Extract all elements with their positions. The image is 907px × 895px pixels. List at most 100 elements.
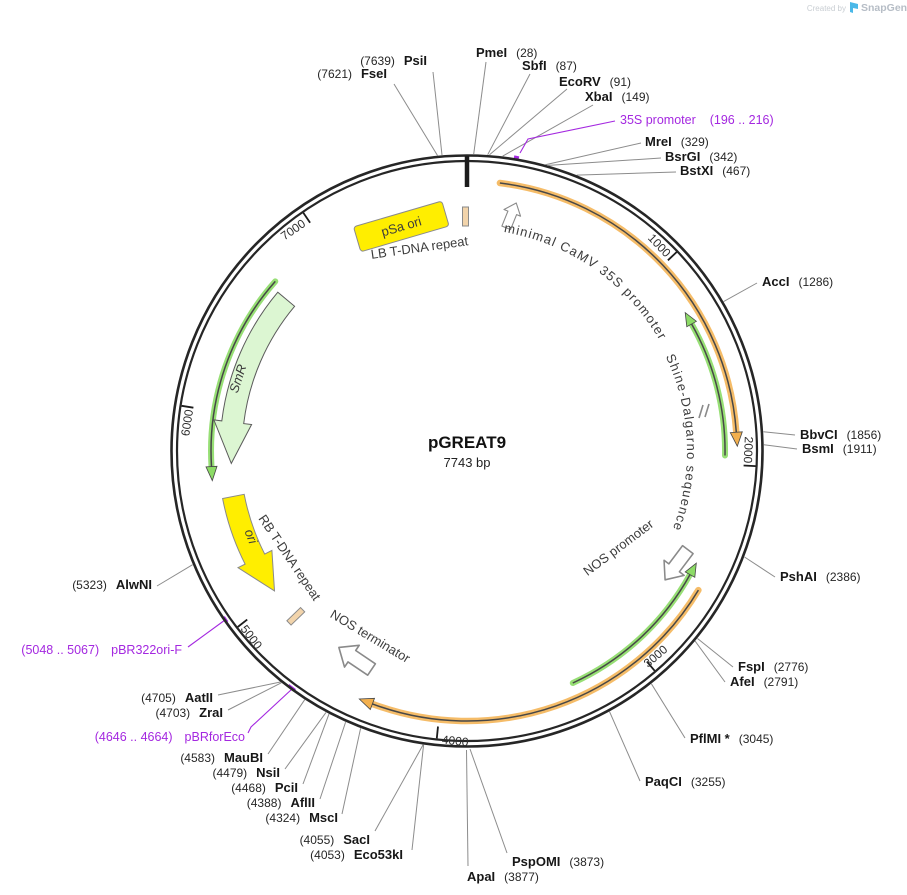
enzyme-name: ZraI [199, 705, 223, 720]
enzyme-name: FseI [361, 66, 387, 81]
enzyme-label-psii: (7639) PsiI [360, 53, 427, 68]
enzyme-name: BbvCI [800, 427, 838, 442]
enzyme-name: EcoRV [559, 74, 601, 89]
plasmid-size: 7743 bp [444, 455, 491, 470]
enzyme-label-apai: ApaI (3877) [467, 869, 539, 884]
enzyme-pos: (329) [681, 135, 709, 149]
smr-gene-arrow [213, 291, 296, 465]
enzyme-label-fsei: (7621) FseI [317, 66, 387, 81]
primer-name: pBRforEco [185, 730, 245, 744]
primer-name: 35S promoter [620, 113, 696, 127]
enzyme-name: PmeI [476, 45, 507, 60]
enzyme-name: NsiI [256, 765, 280, 780]
enzyme-name: ApaI [467, 869, 495, 884]
feature-label-shine-dalgarno: Shine-Dalgarno sequence [663, 351, 699, 533]
enzyme-pos: (467) [722, 164, 750, 178]
enzyme-name: SbfI [522, 58, 547, 73]
enzyme-pos: (149) [621, 90, 649, 104]
enzyme-label-saci: (4055) SacI [300, 832, 370, 847]
enzyme-pos: (4468) [231, 781, 266, 795]
feature-arcs [205, 179, 743, 725]
enzyme-pos: (28) [516, 46, 537, 60]
primer-range: (4646 .. 4664) [95, 730, 173, 744]
enzyme-label-afei: AfeI (2791) [730, 674, 798, 689]
shine-dalgarno-mark [698, 403, 710, 419]
feature-label-nos-promoter: NOS promoter [580, 516, 656, 579]
enzyme-name: FspI [738, 659, 765, 674]
tick-label-2000: 2000 [741, 436, 756, 464]
enzyme-label-pmei: PmeI (28) [476, 45, 537, 60]
enzyme-pos: (7621) [317, 67, 352, 81]
enzyme-pos: (2791) [764, 675, 799, 689]
enzyme-label-maubi: (4583) MauBI [180, 750, 263, 765]
enzyme-name: PciI [275, 780, 298, 795]
leader-lines [156, 61, 798, 867]
enzyme-pos: (91) [610, 75, 631, 89]
nos-promoter-arrow [663, 544, 694, 581]
enzyme-pos: (3045) [739, 732, 774, 746]
primer-label-pbrforeco: (4646 .. 4664) pBRforEco [95, 730, 245, 744]
enzyme-name: PshAI [780, 569, 817, 584]
plasmid-backbone-outer [170, 154, 764, 748]
enzyme-name: BsrGI [665, 149, 700, 164]
enzyme-pos: (4055) [300, 833, 335, 847]
tick-label-4000: 4000 [441, 733, 469, 750]
enzyme-pos: (4703) [155, 706, 190, 720]
enzyme-label-pcii: (4468) PciI [231, 780, 298, 795]
enzyme-pos: (3255) [691, 775, 726, 789]
enzyme-name: PflMI * [690, 731, 731, 746]
enzyme-label-paqci: PaqCI (3255) [645, 774, 726, 789]
orange-arc-arrowhead [358, 697, 376, 711]
orange-arc-arrowhead [729, 431, 743, 448]
nos-terminator-arrow [338, 644, 377, 676]
psa-ori-box: pSa ori [353, 201, 449, 252]
feature-label-minimal-camv: minimal CaMV 35S promoter [503, 220, 670, 343]
minimal-camv-promoter-arrow [501, 202, 522, 231]
enzyme-label-aflii: (4388) AflII [247, 795, 315, 810]
feature-label-nos-terminator: NOS terminator [328, 606, 414, 666]
enzyme-label-eco53ki: (4053) Eco53kI [310, 847, 403, 862]
primer-range: (5048 .. 5067) [21, 643, 99, 657]
enzyme-label-mrei: MreI (329) [645, 134, 709, 149]
enzyme-label-bstxi: BstXI (467) [680, 163, 750, 178]
watermark-brand: SnapGene [861, 2, 907, 14]
green-arc-arrowhead [684, 562, 697, 578]
enzyme-name: BsmI [802, 441, 834, 456]
enzyme-name: Eco53kI [354, 847, 403, 862]
enzyme-label-pshai: PshAI (2386) [780, 569, 861, 584]
enzyme-label-bbvci: BbvCI (1856) [800, 427, 881, 442]
enzyme-pos: (87) [556, 59, 577, 73]
feature-label-ori: ori [242, 527, 262, 547]
enzyme-label-acci: AccI (1286) [762, 274, 833, 289]
enzyme-name: PaqCI [645, 774, 682, 789]
primer-label-pbr322ori-f: (5048 .. 5067) pBR322ori-F [21, 643, 182, 657]
enzyme-pos: (4053) [310, 848, 345, 862]
tick-label-6000: 6000 [178, 408, 196, 437]
enzyme-label-zrai: (4703) ZraI [155, 705, 223, 720]
enzyme-name: XbaI [585, 89, 612, 104]
enzyme-pos: (5323) [72, 578, 107, 592]
watermark-prefix: Created by [807, 4, 846, 13]
enzyme-label-fspi: FspI (2776) [738, 659, 808, 674]
enzyme-label-pspomi: PspOMI (3873) [512, 854, 604, 869]
enzyme-pos: (2386) [826, 570, 861, 584]
enzyme-name: BstXI [680, 163, 713, 178]
snapgene-watermark: Created by SnapGene [807, 2, 907, 14]
enzyme-pos: (1856) [847, 428, 882, 442]
primer-name: pBR322ori-F [111, 643, 182, 657]
enzyme-pos: (4324) [265, 811, 300, 825]
rb-tdna-repeat-marker [286, 606, 306, 626]
enzyme-name: AlwNI [116, 577, 152, 592]
primer-range: (196 .. 216) [710, 113, 774, 127]
enzyme-name: AflII [290, 795, 315, 810]
enzyme-pos: (2776) [774, 660, 809, 674]
tick-label-5000: 5000 [238, 622, 266, 652]
enzyme-pos: (4583) [180, 751, 215, 765]
enzyme-pos: (3877) [504, 870, 539, 884]
plasmid-name: pGREAT9 [428, 433, 506, 452]
enzyme-pos: (342) [709, 150, 737, 164]
enzyme-label-ecorv: EcoRV (91) [559, 74, 631, 89]
green-arc-arrowhead [205, 465, 218, 482]
enzyme-label-bsmi: BsmI (1911) [802, 441, 877, 456]
